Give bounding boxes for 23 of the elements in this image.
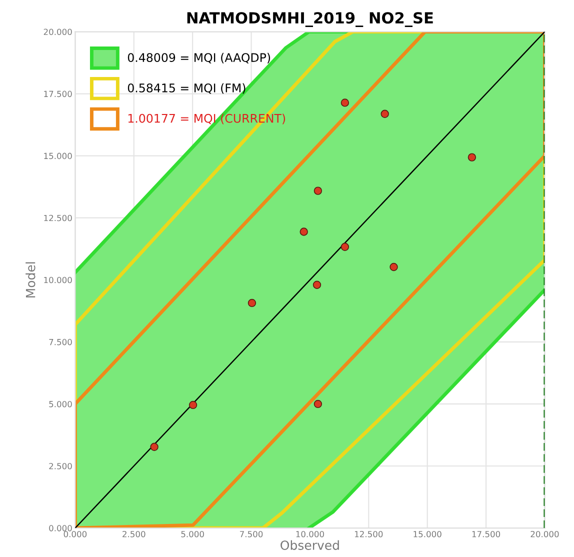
y-tick-label: 17.500 [44,90,72,98]
y-tick-label: 5.000 [49,400,72,408]
y-tick-label: 7.500 [49,338,72,346]
x-tick-label: 17.500 [472,530,500,538]
legend-label: 0.58415 = MQI (FM) [128,83,246,94]
y-tick-label: 10.000 [44,276,72,284]
y-tick-label: 12.500 [44,214,72,222]
x-tick-label: 10.000 [296,530,324,538]
y-tick-label: 15.000 [44,152,72,160]
y-tick-label: 2.500 [49,462,72,470]
legend-label: 0.48009 = MQI (AAQDP) [128,52,270,64]
x-tick-label: 7.500 [240,530,263,538]
x-tick-label: 15.000 [414,530,442,538]
x-tick-label: 2.500 [122,530,146,538]
x-axis-title: Observed [280,540,339,550]
x-tick-label: 20.000 [530,530,559,538]
x-tick-label: 12.500 [354,530,383,538]
x-tick-label: 5.000 [181,530,204,538]
y-tick-label: 0.000 [49,525,72,532]
x-tick-label: 0.000 [64,530,87,538]
y-axis-title: Model [26,262,36,298]
y-tick-label: 20.000 [44,28,72,36]
chart-title: NATMODSMHI_2019_ NO2_SE [187,12,433,28]
